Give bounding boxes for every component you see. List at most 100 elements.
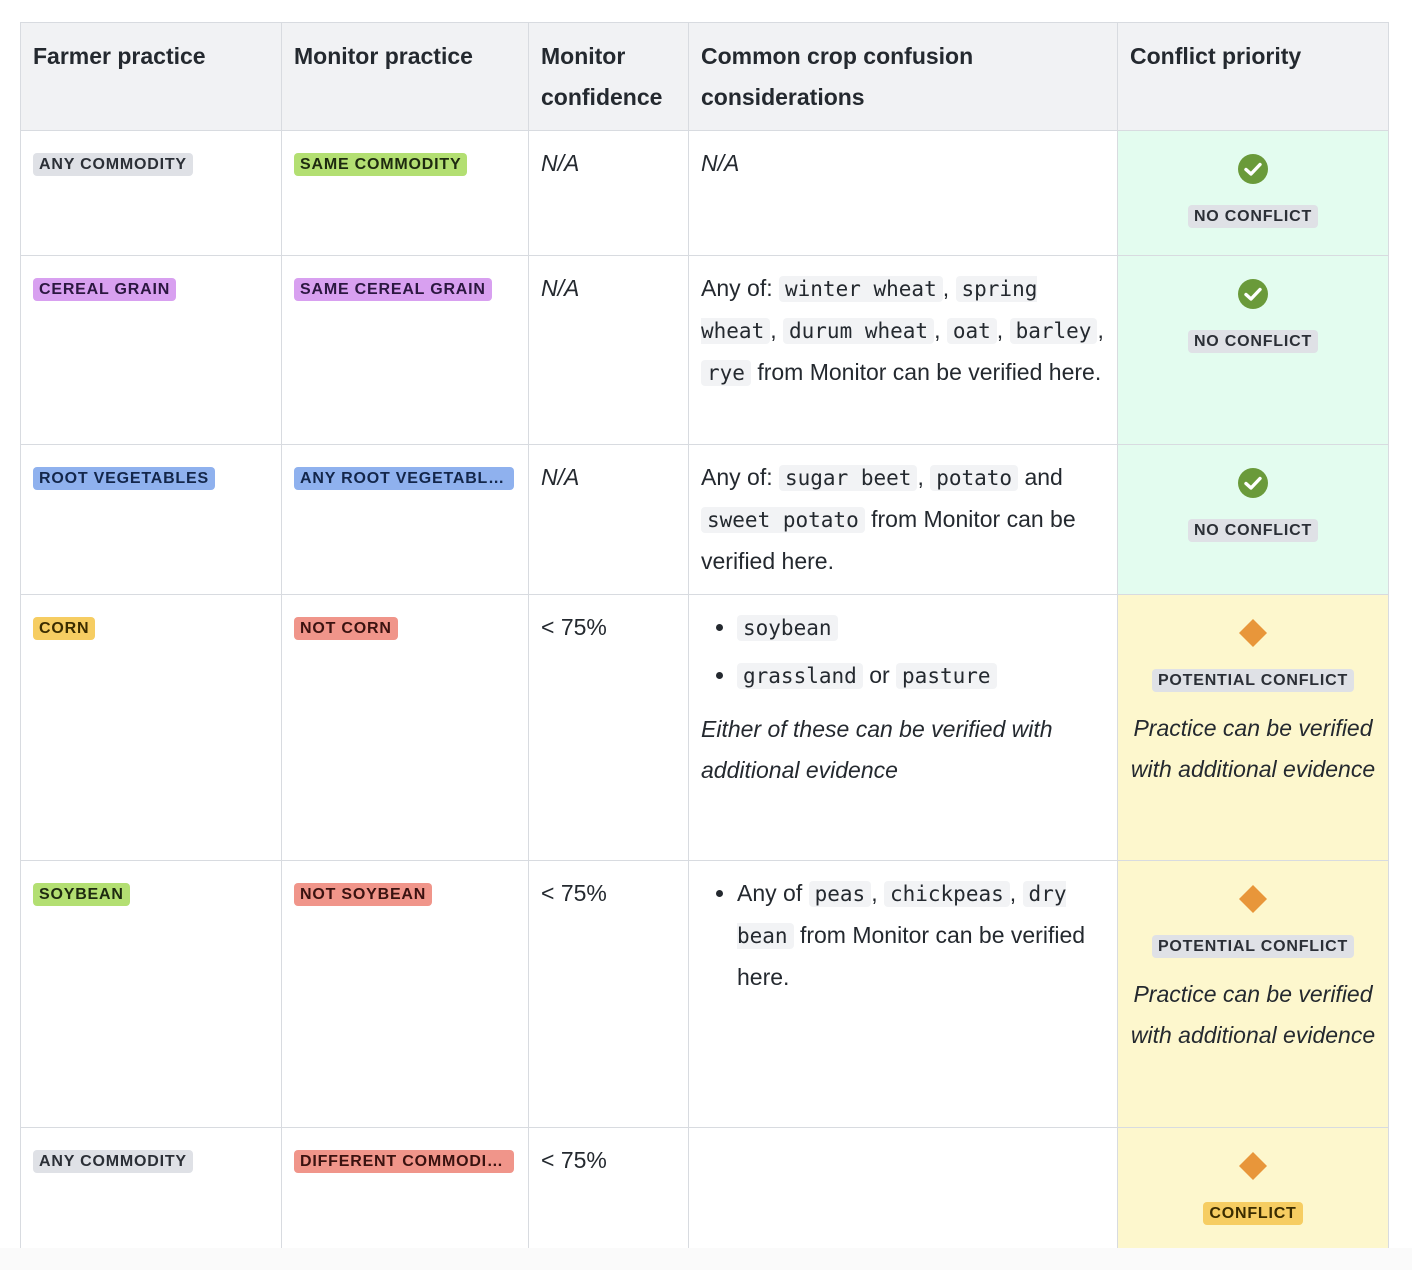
table-container: Farmer practice Monitor practice Monitor… [20, 22, 1389, 1252]
priority-badge: NO CONFLICT [1187, 330, 1319, 353]
crop-code: peas [808, 881, 872, 907]
crop-confusion-list: soybean grassland or pasture [701, 607, 1105, 697]
confusion-suffix: from Monitor can be verified here. [757, 359, 1102, 385]
monitor-practice-badge: DIFFERENT COMMODITY [294, 1150, 514, 1173]
crop-code: winter wheat [779, 276, 943, 302]
conflict-priority-cell: CONFLICT [1117, 1127, 1389, 1252]
monitor-practice-cell: NOT CORN [281, 594, 529, 861]
list-item: Any of peas, chickpeas, dry bean from Mo… [737, 873, 1105, 998]
confusion-note: Either of these can be verified with add… [701, 716, 1053, 783]
header-conflict-priority: Conflict priority [1117, 22, 1389, 131]
table-row: CEREAL GRAIN SAME CEREAL GRAIN N/A Any o… [20, 255, 1389, 445]
crop-code: soybean [737, 615, 838, 641]
crop-code: oat [946, 318, 997, 344]
farmer-practice-cell: CORN [20, 594, 282, 861]
monitor-practice-cell: DIFFERENT COMMODITY [281, 1127, 529, 1252]
list-item: soybean [737, 607, 1105, 649]
priority-badge: CONFLICT [1203, 1202, 1303, 1225]
check-circle-icon [1238, 154, 1268, 184]
conflict-priority-cell: NO CONFLICT [1117, 130, 1389, 256]
confusion-prefix: Any of [737, 880, 803, 906]
header-row: Farmer practice Monitor practice Monitor… [20, 22, 1389, 131]
crop-code: potato [930, 465, 1019, 491]
conflict-priority-cell: NO CONFLICT [1117, 255, 1389, 445]
crop-confusion-cell: Any of: sugar beet, potato and sweet pot… [688, 444, 1118, 595]
header-confidence-line2: confidence [541, 84, 663, 110]
monitor-practice-cell: SAME CEREAL GRAIN [281, 255, 529, 445]
header-crop-confusion: Common crop confusion considerations [688, 22, 1118, 131]
table-row: SOYBEAN NOT SOYBEAN < 75% Any of peas, c… [20, 860, 1389, 1128]
confusion-joiner: and [1024, 464, 1063, 490]
monitor-confidence-cell: < 75% [528, 860, 689, 1128]
confusion-prefix: Any of: [701, 464, 773, 490]
monitor-practice-badge: SAME COMMODITY [294, 153, 468, 176]
farmer-practice-cell: ANY COMMODITY [20, 130, 282, 256]
confusion-suffix: from Monitor can be verified here. [701, 506, 1076, 574]
crop-confusion-cell [688, 1127, 1118, 1252]
farmer-practice-cell: CEREAL GRAIN [20, 255, 282, 445]
header-confidence-line1: Monitor [541, 43, 626, 69]
priority-badge: NO CONFLICT [1187, 205, 1319, 228]
crop-confusion-cell: Any of peas, chickpeas, dry bean from Mo… [688, 860, 1118, 1128]
table-row: ROOT VEGETABLES ANY ROOT VEGETABLES N/A … [20, 444, 1389, 595]
table-row: ANY COMMODITY SAME COMMODITY N/A N/A NO … [20, 130, 1389, 256]
farmer-practice-badge: ROOT VEGETABLES [33, 467, 215, 490]
priority-badge: NO CONFLICT [1187, 519, 1319, 542]
confusion-or: or [869, 662, 890, 688]
crop-confusion-list: Any of peas, chickpeas, dry bean from Mo… [701, 873, 1105, 998]
monitor-practice-badge: ANY ROOT VEGETABLES [294, 467, 514, 490]
table-row: CORN NOT CORN < 75% soybean grassland or… [20, 594, 1389, 861]
diamond-icon [1239, 619, 1267, 647]
diamond-icon [1239, 1152, 1267, 1180]
crop-code: barley [1009, 318, 1098, 344]
monitor-confidence-cell: N/A [528, 255, 689, 445]
farmer-practice-badge: ANY COMMODITY [33, 1150, 193, 1173]
header-monitor-confidence: Monitor confidence [528, 22, 689, 131]
farmer-practice-badge: CORN [33, 617, 96, 640]
confusion-prefix: Any of: [701, 275, 773, 301]
table-row: ANY COMMODITY DIFFERENT COMMODITY < 75% … [20, 1127, 1389, 1252]
monitor-confidence-cell: < 75% [528, 594, 689, 861]
crop-code: sugar beet [779, 465, 918, 491]
priority-note: Practice can be verified with additional… [1130, 715, 1376, 782]
conflict-priority-cell: NO CONFLICT [1117, 444, 1389, 595]
monitor-confidence-cell: < 75% [528, 1127, 689, 1252]
monitor-practice-badge: NOT SOYBEAN [294, 883, 433, 906]
conflict-matrix-table: Farmer practice Monitor practice Monitor… [20, 22, 1389, 1252]
farmer-practice-cell: ROOT VEGETABLES [20, 444, 282, 595]
check-circle-icon [1238, 279, 1268, 309]
header-confusion-line2: considerations [701, 84, 865, 110]
farmer-practice-cell: ANY COMMODITY [20, 1127, 282, 1252]
monitor-confidence-cell: N/A [528, 444, 689, 595]
monitor-practice-cell: SAME COMMODITY [281, 130, 529, 256]
diamond-icon [1239, 885, 1267, 913]
monitor-confidence-cell: N/A [528, 130, 689, 256]
monitor-practice-cell: NOT SOYBEAN [281, 860, 529, 1128]
farmer-practice-cell: SOYBEAN [20, 860, 282, 1128]
farmer-practice-badge: ANY COMMODITY [33, 153, 193, 176]
confusion-suffix: from Monitor can be verified here. [737, 922, 1086, 990]
list-item: grassland or pasture [737, 655, 1105, 697]
crop-code: sweet potato [701, 507, 865, 533]
monitor-practice-badge: SAME CEREAL GRAIN [294, 278, 492, 301]
conflict-priority-cell: POTENTIAL CONFLICT Practice can be verif… [1117, 860, 1389, 1128]
priority-badge: POTENTIAL CONFLICT [1151, 669, 1355, 692]
crop-confusion-cell: N/A [688, 130, 1118, 256]
crop-confusion-cell: Any of: winter wheat, spring wheat, duru… [688, 255, 1118, 445]
crop-code: rye [701, 360, 751, 386]
conflict-priority-cell: POTENTIAL CONFLICT Practice can be verif… [1117, 594, 1389, 861]
check-circle-icon [1238, 468, 1268, 498]
header-monitor-practice: Monitor practice [281, 22, 529, 131]
crop-code: grassland [737, 663, 863, 689]
farmer-practice-badge: SOYBEAN [33, 883, 130, 906]
priority-badge: POTENTIAL CONFLICT [1151, 935, 1355, 958]
monitor-practice-cell: ANY ROOT VEGETABLES [281, 444, 529, 595]
monitor-practice-badge: NOT CORN [294, 617, 398, 640]
page-footer-strip [0, 1248, 1412, 1270]
crop-code: durum wheat [783, 318, 935, 344]
crop-code: pasture [896, 663, 997, 689]
farmer-practice-badge: CEREAL GRAIN [33, 278, 177, 301]
header-confusion-line1: Common crop confusion [701, 43, 974, 69]
header-farmer-practice: Farmer practice [20, 22, 282, 131]
crop-code: chickpeas [883, 881, 1010, 907]
